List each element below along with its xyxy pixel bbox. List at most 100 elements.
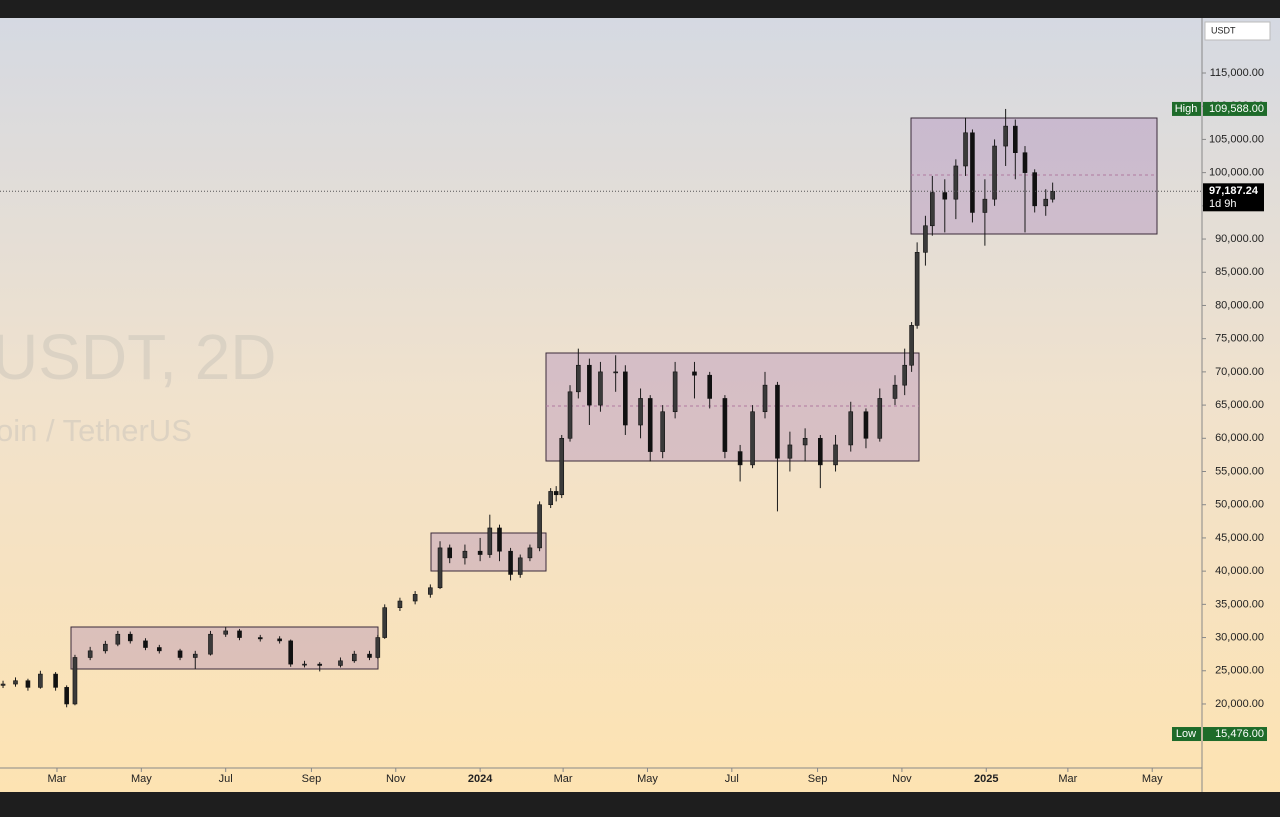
candle-body [53, 673, 58, 688]
x-tick-label: May [637, 773, 658, 785]
candle-body [64, 687, 69, 705]
candle-body [1032, 172, 1037, 207]
candle-body [762, 384, 768, 413]
candle-body [257, 637, 263, 640]
candle-body [25, 680, 31, 688]
y-tick-label: 40,000.00 [1215, 565, 1264, 577]
candle-body [428, 587, 433, 595]
y-tick-label: 45,000.00 [1215, 532, 1264, 544]
candle-body [638, 398, 643, 426]
candle-body [497, 527, 502, 552]
candle-body [412, 594, 418, 602]
candle-body [277, 638, 282, 642]
candle-body [802, 437, 808, 446]
marker-value: 109,588.00 [1209, 103, 1264, 115]
candle-body [775, 384, 780, 459]
candle-body [157, 647, 162, 652]
candle-body [548, 491, 553, 506]
candle-body [818, 437, 823, 466]
range-boxes [70, 117, 1158, 670]
y-tick-label: 20,000.00 [1215, 698, 1264, 710]
candle-body [537, 504, 542, 549]
candle-body [707, 374, 712, 399]
candle-body [1003, 125, 1008, 147]
candle-body [143, 640, 148, 648]
x-tick-label: Nov [892, 773, 912, 785]
candle-body [942, 192, 948, 200]
marker-value-box [1203, 101, 1267, 116]
range-box [545, 352, 920, 462]
countdown-label: 1d 9h [1209, 198, 1237, 210]
candle-body [877, 398, 883, 439]
candle-body [598, 371, 603, 406]
candle-body [177, 650, 183, 658]
candle-body [1043, 198, 1049, 207]
x-tick-label: Sep [302, 773, 322, 785]
marker-name-box [1172, 727, 1201, 742]
candle-body [192, 653, 198, 658]
candle-body [462, 550, 468, 559]
y-tick-label: 105,000.00 [1209, 133, 1264, 145]
x-tick-label: 2025 [974, 773, 998, 785]
candle-body [447, 547, 453, 559]
x-tick-label: Mar [47, 773, 66, 785]
marker-value-box [1203, 727, 1267, 742]
candle-body [576, 364, 581, 393]
candle-body [38, 673, 43, 688]
y-tick-label: 70,000.00 [1215, 366, 1264, 378]
x-tick-label: Jul [725, 773, 739, 785]
y-tick-label: 35,000.00 [1215, 598, 1264, 610]
candle-body [103, 643, 108, 652]
last-price-box [1203, 183, 1264, 212]
candle-body [833, 444, 838, 466]
y-tick-label: 80,000.00 [1215, 299, 1264, 311]
y-tick-label: 115,000.00 [1210, 67, 1264, 79]
x-tick-label: 2024 [468, 773, 493, 785]
candle-body [722, 398, 728, 452]
candle-body [909, 325, 914, 366]
candle-body [508, 550, 513, 575]
candle-body [477, 550, 483, 555]
candle-body [487, 527, 493, 555]
candle-body [672, 371, 678, 413]
y-tick-label: 55,000.00 [1215, 465, 1264, 477]
candle-body [338, 660, 343, 666]
candle-body [517, 557, 523, 575]
candle-body [914, 252, 920, 326]
candle-body [375, 637, 381, 658]
candle-body [288, 640, 293, 665]
x-tick-label: Sep [808, 773, 828, 785]
candle-body [0, 683, 6, 686]
candle-body [397, 600, 403, 608]
marker-name-box [1172, 101, 1201, 116]
candle-body [992, 145, 997, 200]
candle-body [953, 165, 959, 200]
candle-body [527, 547, 533, 559]
marker-value: 15,476.00 [1215, 728, 1264, 740]
candle-body [567, 391, 573, 439]
candle-body [87, 650, 93, 658]
candle-body [559, 437, 565, 496]
y-tick-label: 100,000.00 [1209, 167, 1264, 179]
candle-body [587, 364, 592, 406]
candle-body [787, 444, 793, 459]
candle-body [1022, 152, 1028, 173]
candle-body [382, 607, 388, 638]
candle-body [127, 633, 133, 642]
x-tick-label: May [131, 773, 152, 785]
currency-box [1204, 21, 1271, 41]
candle-body [553, 491, 559, 496]
candle-body [13, 680, 18, 685]
candle-body [750, 411, 755, 466]
x-tick-label: May [1142, 773, 1163, 785]
candle-body [892, 384, 898, 399]
candle-body [692, 371, 697, 376]
candle-body [302, 663, 307, 666]
candle-body [863, 411, 869, 439]
candle-body [1050, 191, 1055, 200]
watermark-name: oin / TetherUS [0, 413, 192, 448]
candle-body [737, 451, 743, 466]
y-tick-label: 65,000.00 [1215, 399, 1264, 411]
candle-body [902, 364, 907, 386]
